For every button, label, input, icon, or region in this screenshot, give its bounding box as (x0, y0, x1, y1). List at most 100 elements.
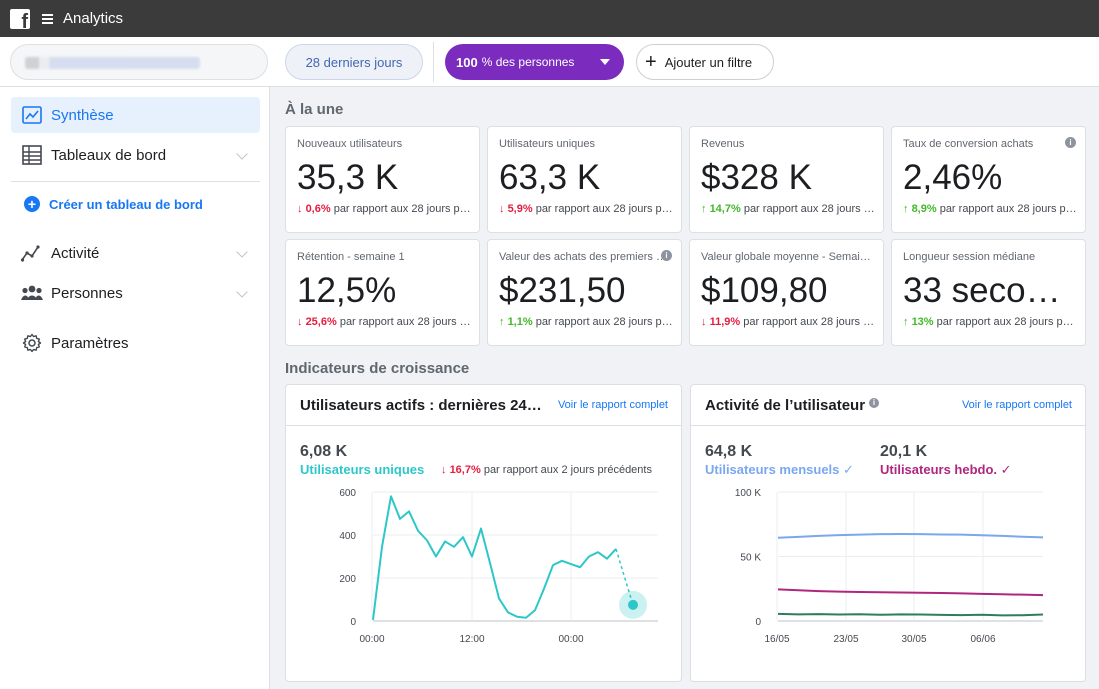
view-full-report-link[interactable]: Voir le rapport complet (557, 399, 668, 411)
panel-title-text: Activité de l’utilisateur (705, 397, 866, 414)
caret-down-icon (600, 59, 610, 65)
kpi-card[interactable]: Revenus $328 K ↑ 14,7% par rapport aux 28 … (689, 126, 884, 233)
monthly-users-toggle[interactable]: Utilisateurs mensuels ✓ (705, 462, 854, 478)
arrow-up-icon: ↑ (499, 316, 505, 328)
sidebar-item-label: Activité (51, 244, 100, 262)
kpi-label: Valeur globale moyenne - Semaine 1 (701, 251, 871, 263)
facebook-logo-icon[interactable]: f (10, 8, 30, 29)
x-tick-label: 30/05 (901, 634, 926, 645)
monthly-users-label: Utilisateurs mensuels (705, 462, 840, 477)
kpi-card[interactable]: Valeur des achats des premiers jours i $23… (487, 239, 682, 346)
sidebar-item-tableaux[interactable]: Tableaux de bord (11, 137, 260, 173)
kpi-card[interactable]: Utilisateurs uniques 63,3 K ↓ 5,9% par rap… (487, 126, 682, 233)
info-icon[interactable]: i (869, 398, 880, 408)
create-dashboard-link[interactable]: + Créer un tableau de bord (24, 196, 203, 212)
kpi-label: Valeur des achats des premiers jours (499, 251, 669, 263)
weekly-users-toggle[interactable]: Utilisateurs hebdo. ✓ (880, 462, 1012, 478)
filter-bar: 28 derniers jours 100 % des personnes + … (0, 37, 1099, 87)
panel-title: Activité de l’utilisateur i (705, 397, 880, 414)
chevron-down-icon (236, 286, 248, 298)
sidebar-item-parametres[interactable]: Paramètres (11, 325, 260, 361)
y-tick-label: 600 (339, 488, 356, 499)
add-filter-label: Ajouter un filtre (664, 54, 753, 70)
kpi-change: 1,1% (507, 316, 533, 328)
view-full-report-link[interactable]: Voir le rapport complet (961, 399, 1072, 411)
kpi-value: 35,3 K (297, 158, 399, 197)
sidebar-divider (11, 181, 260, 182)
kpi-value: $109,80 (701, 271, 828, 310)
kpi-change-suffix: par rapport aux 28 jours précédents (743, 203, 875, 215)
kpi-comparison: ↓ 0,6% par rapport aux 28 jours précéden… (297, 203, 471, 215)
top-bar: f Analytics (0, 0, 1099, 37)
panel-header-divider (691, 425, 1085, 426)
redacted-account-name (25, 57, 200, 69)
arrow-up-icon: ↑ (903, 316, 909, 328)
kpi-card[interactable]: Valeur globale moyenne - Semaine 1 $109,8… (689, 239, 884, 346)
kpi-label: Nouveaux utilisateurs (297, 138, 403, 150)
panel-title: Utilisateurs actifs : dernières 24… (300, 397, 542, 414)
user-activity-panel: Activité de l’utilisateur i Voir le rappo… (690, 384, 1086, 682)
headline-section-title: À la une (285, 101, 344, 118)
create-dashboard-label: Créer un tableau de bord (49, 196, 203, 212)
account-selector[interactable] (10, 44, 268, 80)
sidebar: Synthèse Tableaux de bord + Créer un tab… (0, 87, 270, 689)
y-tick-label: 200 (339, 574, 356, 585)
kpi-comparison: ↓ 11,9% par rapport aux 28 jours précéde… (701, 316, 875, 328)
add-filter-button[interactable]: + Ajouter un filtre (636, 44, 774, 80)
kpi-card[interactable]: Rétention - semaine 1 12,5% ↓ 25,6% par ra… (285, 239, 480, 346)
x-tick-label: 23/05 (833, 634, 858, 645)
forecast-dashed-line (615, 548, 634, 606)
people-segment-dropdown[interactable]: 100 % des personnes (445, 44, 624, 80)
kpi-change-suffix: par rapport aux 28 jours précédents (936, 316, 1077, 328)
hamburger-menu-icon[interactable] (42, 13, 53, 24)
kpi-card[interactable]: Nouveaux utilisateurs 35,3 K ↓ 0,6% par ra… (285, 126, 480, 233)
kpi-change-suffix: par rapport aux 28 jours précédents (339, 316, 471, 328)
sidebar-item-personnes[interactable]: Personnes (11, 275, 260, 311)
arrow-down-icon: ↓ (701, 316, 707, 328)
growth-section-title: Indicateurs de croissance (285, 360, 470, 377)
x-tick-label: 06/06 (970, 634, 995, 645)
arrow-down-icon: ↓ (297, 203, 303, 215)
y-tick-label: 100 K (735, 488, 761, 499)
kpi-value: $328 K (701, 158, 812, 197)
kpi-value: 2,46% (903, 158, 1003, 197)
info-icon[interactable]: i (661, 250, 672, 261)
trend-chart-icon (21, 104, 43, 126)
kpi-comparison: ↓ 5,9% par rapport aux 28 jours précéden… (499, 203, 673, 215)
active-users-chart: 0 200 400 600 00:00 12:00 00:00 (339, 488, 658, 645)
kpi-change-suffix: par rapport aux 28 jours précédents (333, 203, 471, 215)
x-tick-label: 00:00 (359, 634, 384, 645)
sidebar-item-synthese[interactable]: Synthèse (11, 97, 260, 133)
table-grid-icon (21, 144, 43, 166)
arrow-up-icon: ↑ (903, 203, 909, 215)
series-line (372, 495, 617, 621)
y-tick-label: 50 K (740, 553, 761, 564)
kpi-change-suffix: par rapport aux 28 jours précédents (535, 203, 673, 215)
weekly-users-label: Utilisateurs hebdo. (880, 462, 998, 477)
comparison-text: ↓ 16,7% par rapport aux 2 jours précéden… (441, 464, 652, 476)
kpi-label: Utilisateurs uniques (499, 138, 595, 150)
unique-users-label: Utilisateurs uniques (300, 462, 425, 477)
arrow-down-icon: ↓ (297, 316, 303, 328)
sidebar-item-activite[interactable]: Activité (11, 235, 260, 271)
kpi-change-suffix: par rapport aux 28 jours précédents (743, 316, 875, 328)
kpi-card[interactable]: Taux de conversion achats i 2,46% ↑ 8,9% pa… (891, 126, 1086, 233)
series-line (777, 588, 1044, 597)
y-tick-label: 400 (339, 531, 356, 542)
panel-header-divider (286, 425, 681, 426)
y-tick-label: 0 (350, 617, 356, 628)
kpi-card[interactable]: Longueur session médiane 33 secondes ↑ 13%… (891, 239, 1086, 346)
weekly-users-value: 20,1 K (880, 443, 928, 460)
chevron-down-icon (236, 246, 248, 258)
x-tick-label: 16/05 (764, 634, 789, 645)
x-tick-label: 00:00 (558, 634, 583, 645)
activity-line-icon (21, 242, 43, 264)
arrow-down-icon: ↓ (499, 203, 505, 215)
arrow-up-icon: ↑ (701, 203, 707, 215)
app-title: Analytics (63, 10, 124, 27)
kpi-label: Longueur session médiane (903, 251, 1036, 263)
kpi-change-suffix: par rapport aux 28 jours précédents (939, 203, 1077, 215)
info-icon[interactable]: i (1065, 137, 1076, 148)
date-range-button[interactable]: 28 derniers jours (285, 44, 423, 80)
unique-users-value: 6,08 K (300, 443, 348, 460)
